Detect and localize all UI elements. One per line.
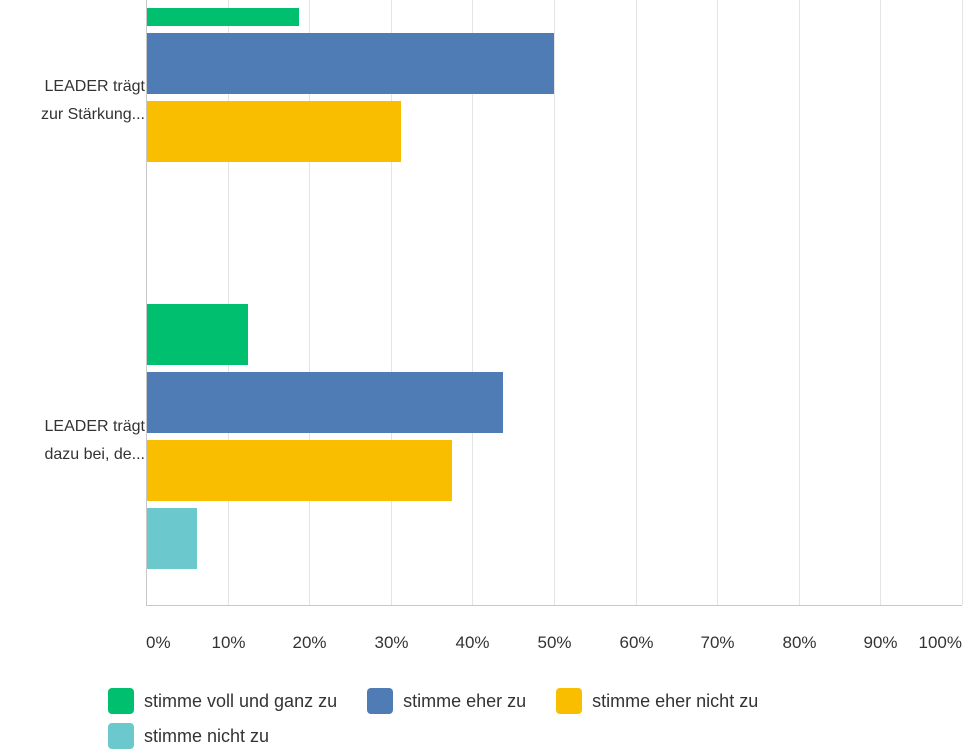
category-label: dazu bei, de... (44, 446, 145, 463)
x-tick-label: 100% (919, 633, 962, 652)
legend: stimme voll und ganz zu stimme eher zu sti… (108, 688, 948, 749)
x-tick-label: 70% (700, 633, 734, 652)
x-tick-label: 0% (146, 633, 171, 652)
legend-swatch (108, 688, 134, 714)
legend-label: stimme eher zu (403, 690, 527, 711)
x-tick-label: 50% (537, 633, 571, 652)
legend-swatch (556, 688, 583, 714)
category-label: LEADER trägt (45, 418, 146, 435)
bar (147, 440, 452, 501)
x-tick-label: 60% (619, 633, 653, 652)
category-label: zur Stärkung... (41, 106, 145, 123)
legend-swatch (367, 688, 394, 714)
legend-item: stimme voll und ganz zu (108, 688, 337, 714)
bar (147, 508, 197, 569)
legend-item: stimme nicht zu (108, 723, 269, 749)
x-tick-label: 80% (782, 633, 816, 652)
x-tick-label: 90% (863, 633, 897, 652)
x-tick-label: 20% (292, 633, 326, 652)
legend-label: stimme eher nicht zu (592, 690, 759, 711)
bar (147, 101, 401, 162)
x-tick-label: 30% (374, 633, 408, 652)
legend-item: stimme eher zu (367, 688, 526, 714)
bar (147, 304, 248, 365)
legend-label: stimme voll und ganz zu (144, 690, 338, 711)
chart-plot: 0% 10% 20% 30% 40% 50% 60% 70% 80% 90% 100% LEADER … (41, 0, 963, 652)
x-tick-label: 10% (211, 633, 245, 652)
legend-label: stimme nicht zu (144, 725, 270, 746)
category-label: LEADER trägt (45, 78, 146, 95)
bar (147, 8, 299, 26)
legend-swatch (108, 723, 134, 749)
legend-item: stimme eher nicht zu (556, 688, 758, 714)
bar (147, 33, 554, 94)
bars-group (147, 8, 554, 569)
x-tick-label: 40% (455, 633, 489, 652)
bar (147, 372, 503, 433)
